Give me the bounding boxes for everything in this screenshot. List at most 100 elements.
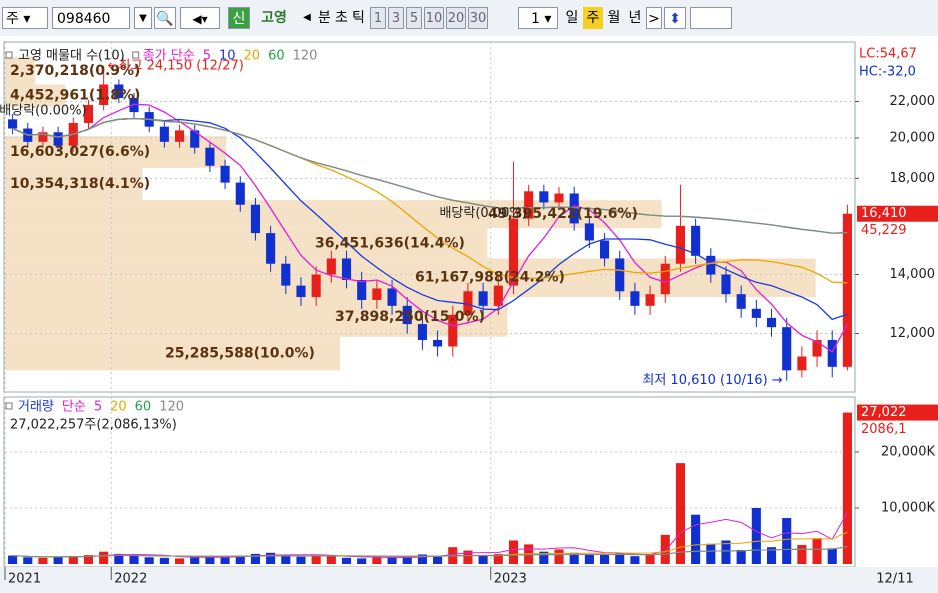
volume-bar (478, 555, 488, 564)
candle-body (842, 213, 852, 367)
volume-bar (493, 553, 503, 564)
interval-button[interactable]: 10 (424, 7, 444, 29)
volume-bar (38, 557, 48, 564)
empty-input[interactable] (690, 7, 732, 29)
legend-label: 단순 (62, 400, 86, 415)
price-frame (3, 41, 856, 393)
x-tick-label: 2021 (8, 572, 41, 587)
volume-bar (205, 556, 215, 564)
candle-body (38, 132, 48, 142)
ma-line (12, 117, 848, 234)
volume-bar (766, 547, 777, 564)
candle-body (448, 314, 458, 347)
candle-body (797, 356, 807, 371)
legend-label: 종가 단순 (143, 49, 195, 64)
volume-bar (508, 540, 519, 564)
candle-body (402, 305, 412, 325)
candle-body (83, 104, 94, 123)
profile-bar (5, 167, 143, 201)
interval-button[interactable]: 3 (388, 7, 404, 29)
prev-arrow[interactable]: ◀ (303, 12, 311, 23)
y-tick-label: 20,000K (881, 444, 935, 459)
profile-bar (5, 258, 816, 298)
candle-body (645, 294, 655, 306)
next-arrow[interactable]: > (646, 7, 662, 29)
candle-body (372, 288, 382, 300)
interval-button[interactable]: 1 (370, 7, 386, 29)
profile-label: 25,285,588(10.0%) (165, 346, 315, 362)
candle-body (630, 291, 640, 306)
candle-body (159, 126, 169, 142)
interval-button[interactable]: 20 (446, 7, 466, 29)
y-tick-label: 10,000K (881, 500, 935, 515)
y-tick-label: 20,000 (890, 130, 936, 145)
volume-info: 27,022,257주(2,086,13%) (10, 418, 177, 433)
candle-body (721, 274, 731, 295)
search-button[interactable]: 🔍 (154, 7, 176, 29)
legend-icon (132, 51, 140, 59)
count-select[interactable]: 1 ▾ (518, 7, 558, 29)
last-price-label: 16,410 (861, 206, 907, 221)
period-button[interactable]: 월 (607, 10, 621, 26)
scroll-button[interactable]: ⬍ (664, 7, 686, 29)
volume-bar (600, 555, 610, 564)
candle-body (311, 274, 321, 298)
x-end-label: 12/11 (876, 572, 913, 587)
candle-body (751, 308, 761, 318)
volume-bar (812, 538, 822, 564)
market: 주 (6, 11, 19, 27)
legend-entry: 120 (293, 49, 318, 64)
ma-line (12, 103, 848, 353)
candle-body (766, 317, 777, 328)
volume-bar (402, 556, 412, 564)
candle-body (584, 223, 594, 241)
candle-body (569, 193, 579, 224)
volume-bar (433, 555, 443, 564)
legend-title: 거래량 (18, 400, 54, 415)
y-tick-label: 14,000 (890, 267, 936, 282)
candle-body (508, 218, 519, 286)
volume-bar (326, 556, 336, 564)
volume-bar (417, 554, 427, 564)
volume-bar (842, 412, 852, 564)
candle-body (493, 285, 503, 306)
volume-bar (23, 557, 33, 564)
volume-bar (387, 557, 397, 564)
volume-bar (357, 558, 367, 564)
candle-body (250, 204, 260, 234)
candle-body (660, 263, 670, 295)
period-button[interactable]: 년 (628, 10, 642, 26)
interval-button[interactable]: 30 (468, 7, 488, 29)
candle-body (235, 182, 245, 205)
annotation: ←최고 24,150 (12/27) (108, 58, 244, 73)
candle-body (266, 233, 276, 264)
sound-button[interactable]: ◀▾ (180, 7, 220, 29)
candle-body (220, 165, 230, 183)
legend-entry: 20 (110, 400, 127, 415)
code-input[interactable]: 098460 (52, 7, 130, 29)
volume-bar (645, 555, 655, 564)
code-dropdown[interactable]: ▼ (134, 7, 152, 29)
candle-body (524, 191, 534, 219)
ma-value-label: 45,229 (861, 223, 907, 238)
unit-button[interactable]: 틱 (352, 10, 365, 26)
period-button[interactable]: 일 (565, 10, 579, 26)
profile-label: 10,354,318(4.1%) (10, 176, 150, 192)
profile-label: 4,452,961(1.8%) (10, 88, 140, 104)
volume-bar (539, 551, 549, 564)
period-button[interactable]: 주 (583, 7, 603, 29)
interval-button[interactable]: 5 (406, 7, 422, 29)
volume-bar (159, 557, 169, 564)
volume-bar (129, 555, 139, 564)
chart: 12,000 14,000 18,000 20,000 22,000 10,000K 20,… (0, 36, 938, 593)
unit-button[interactable]: 분 (318, 10, 331, 26)
market-select[interactable]: 주 ▾ (2, 7, 48, 29)
unit-button[interactable]: 초 (335, 10, 348, 26)
candle-body (296, 285, 306, 298)
side-label: HC:-32,0 (859, 65, 916, 80)
candle-body (205, 147, 215, 166)
volume-bar (782, 518, 792, 564)
volume-bar (144, 557, 154, 564)
volume-bar (190, 556, 200, 564)
